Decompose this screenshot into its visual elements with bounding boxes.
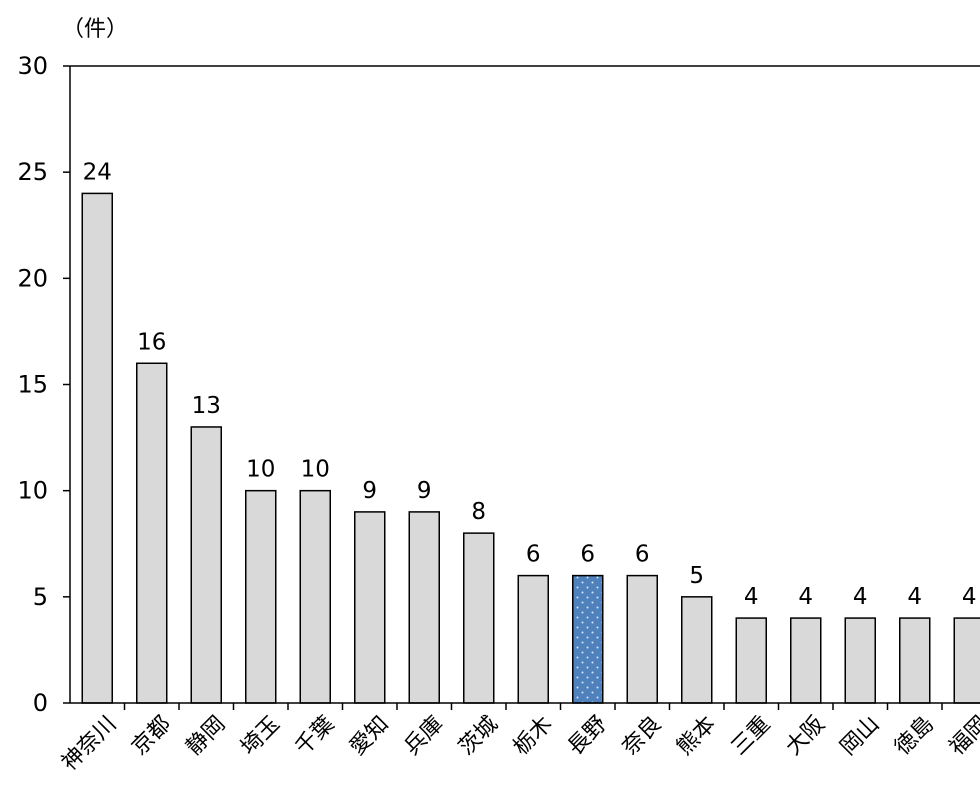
category-label: 千葉	[291, 712, 340, 761]
category-label: 長野	[563, 712, 612, 761]
bar	[136, 362, 168, 704]
category-label: 熊本	[672, 712, 721, 761]
data-label: 5	[689, 563, 704, 589]
category-label: 愛知	[345, 712, 394, 761]
data-label: 6	[526, 542, 541, 568]
y-tick-label: 20	[17, 264, 48, 292]
x-axis-ticks	[123, 703, 943, 710]
bar	[953, 617, 980, 704]
bar	[899, 617, 931, 704]
data-label: 4	[907, 584, 922, 610]
bar	[681, 596, 713, 704]
bar	[790, 617, 822, 704]
category-label: 奈良	[618, 712, 667, 761]
bar	[735, 617, 767, 704]
category-label: 徳島	[890, 712, 939, 761]
data-label: 6	[580, 542, 595, 568]
bar	[626, 574, 658, 704]
y-tick-label: 10	[17, 477, 48, 505]
data-label: 4	[853, 584, 868, 610]
y-tick-label: 0	[33, 689, 48, 717]
category-label: 三重	[727, 712, 776, 761]
data-label: 4	[744, 584, 759, 610]
category-label: 神奈川	[57, 712, 121, 776]
data-label: 24	[83, 159, 112, 185]
y-tick-label: 15	[17, 371, 48, 399]
bar	[463, 532, 495, 704]
bar	[408, 511, 440, 704]
data-label: 6	[635, 542, 650, 568]
data-labels: 24 16 13 10 10 9 9 8 6 6 6 5 4 4 4 4 4	[83, 159, 977, 610]
bar	[354, 511, 386, 704]
y-tick-label: 5	[33, 583, 48, 611]
bar	[299, 489, 331, 704]
data-label: 8	[471, 499, 486, 525]
category-label: 岡山	[836, 712, 885, 761]
category-label: 兵庫	[400, 712, 449, 761]
y-tick-label: 25	[17, 158, 48, 186]
data-label: 9	[362, 478, 377, 504]
category-label: 福岡	[945, 712, 980, 761]
category-label: 大阪	[781, 712, 830, 761]
bars	[81, 192, 980, 704]
bar	[190, 426, 222, 704]
category-labels: 神奈川 京都 静岡 埼玉 千葉 愛知 兵庫 茨城 栃木 長野 奈良 熊本 三重 大阪 岡山 徳島 福岡	[57, 712, 980, 776]
y-axis-unit-label: （件）	[62, 17, 128, 42]
category-label: 京都	[127, 712, 176, 761]
bar	[517, 574, 549, 704]
category-label: 埼玉	[236, 712, 285, 761]
data-label: 10	[246, 457, 275, 483]
y-axis-ticks: 0 5 10 15 20 25 30	[17, 52, 70, 717]
data-label: 9	[417, 478, 432, 504]
category-label: 茨城	[454, 712, 503, 761]
category-label: 静岡	[182, 712, 231, 761]
data-label: 4	[962, 584, 977, 610]
category-label: 栃木	[509, 712, 558, 761]
data-label: 13	[192, 393, 221, 419]
data-label: 4	[798, 584, 813, 610]
bar	[81, 192, 113, 704]
bar	[245, 489, 277, 704]
bar	[572, 574, 604, 704]
y-tick-label: 30	[17, 52, 48, 80]
axes	[69, 65, 980, 704]
bar	[844, 617, 876, 704]
data-label: 10	[301, 457, 330, 483]
data-label: 16	[137, 329, 166, 355]
